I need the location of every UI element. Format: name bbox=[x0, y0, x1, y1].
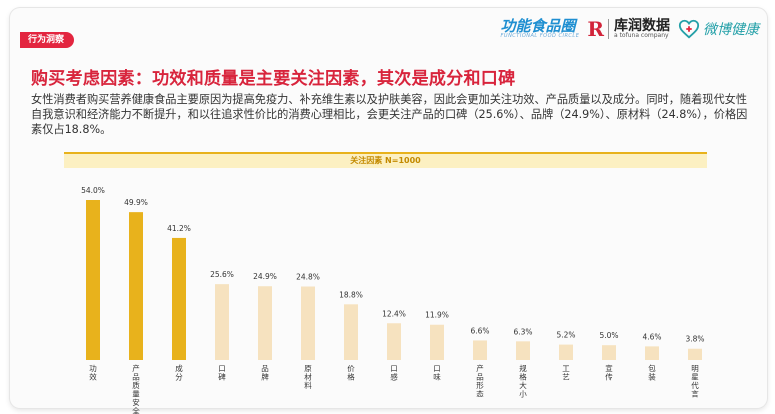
category-label-7: 价格 bbox=[347, 364, 355, 382]
bar-12 bbox=[559, 344, 573, 360]
category-label-11: 规格大小 bbox=[519, 363, 527, 399]
category-label-1: 功效 bbox=[89, 363, 97, 382]
value-label-6: 24.8% bbox=[296, 273, 320, 282]
value-label-11: 6.3% bbox=[513, 327, 532, 336]
value-label-4: 25.6% bbox=[210, 270, 234, 279]
value-label-8: 12.4% bbox=[382, 309, 406, 318]
category-label-12: 工艺 bbox=[562, 364, 570, 382]
category-label-2: 产品质量安全 bbox=[132, 363, 140, 414]
value-label-10: 6.6% bbox=[470, 326, 489, 335]
bar-5 bbox=[258, 286, 272, 360]
category-label-14: 包装 bbox=[648, 363, 656, 382]
category-label-6: 原材料 bbox=[304, 364, 312, 390]
bar-3 bbox=[172, 237, 186, 360]
kuchuan-logo: R 库润数据 a tofuna company bbox=[587, 17, 670, 41]
value-label-5: 24.9% bbox=[253, 272, 277, 281]
category-label-8: 口感 bbox=[390, 364, 398, 382]
category-label-10: 产品形态 bbox=[476, 363, 484, 399]
weibo-health-logo: 微博健康 bbox=[678, 18, 759, 40]
bar-13 bbox=[602, 345, 616, 360]
chart-title: 关注因素 N=1000 bbox=[64, 152, 707, 168]
category-label-13: 宣传 bbox=[605, 363, 613, 382]
bar-2 bbox=[129, 212, 143, 360]
category-label-4: 口碑 bbox=[218, 364, 226, 382]
bar-1 bbox=[86, 200, 100, 360]
bar-14 bbox=[645, 346, 659, 360]
value-label-13: 5.0% bbox=[599, 331, 618, 340]
logo-group: 功能食品圈 FUNCTIONAL FOOD CIRCLE R 库润数据 a to… bbox=[501, 14, 759, 44]
bar-10 bbox=[473, 340, 487, 360]
category-label-15: 明星代言 bbox=[691, 364, 699, 399]
value-label-1: 54.0% bbox=[81, 186, 105, 195]
value-label-9: 11.9% bbox=[425, 311, 449, 320]
bar-11 bbox=[516, 341, 530, 360]
page-description: 女性消费者购买营养健康食品主要原因为提高免疫力、补充维生素以及护肤美容，因此会更… bbox=[31, 93, 748, 136]
heart-plus-icon bbox=[678, 19, 700, 39]
kuchuan-mark-icon: R bbox=[587, 17, 604, 41]
value-label-15: 3.8% bbox=[685, 335, 704, 344]
bar-7 bbox=[344, 304, 358, 360]
value-label-2: 49.9% bbox=[124, 198, 148, 207]
functional-food-logo: 功能食品圈 FUNCTIONAL FOOD CIRCLE bbox=[500, 17, 580, 39]
bar-4 bbox=[215, 284, 229, 360]
bar-6 bbox=[301, 286, 315, 360]
category-label-5: 品牌 bbox=[261, 364, 269, 382]
section-tag: 行为洞察 bbox=[20, 32, 75, 48]
bar-15 bbox=[688, 348, 702, 360]
value-label-7: 18.8% bbox=[339, 290, 363, 299]
category-label-9: 口味 bbox=[433, 364, 441, 382]
category-label-3: 成分 bbox=[175, 363, 183, 382]
bar-8 bbox=[387, 323, 401, 360]
value-label-3: 41.2% bbox=[167, 224, 191, 233]
page-title: 购买考虑因素：功效和质量是主要关注因素，其次是成分和口碑 bbox=[31, 69, 516, 89]
value-label-12: 5.2% bbox=[556, 331, 575, 340]
bar-9 bbox=[430, 324, 444, 360]
value-label-14: 4.6% bbox=[642, 332, 661, 341]
